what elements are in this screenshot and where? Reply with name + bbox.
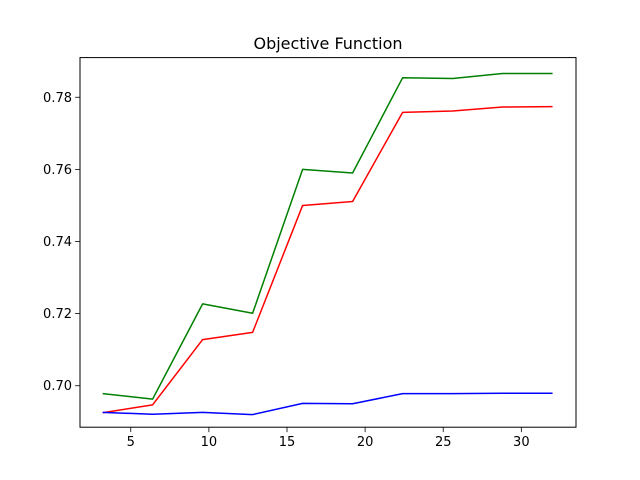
x-tick-label: 5 [127,435,135,450]
series-line-2 [102,105,553,414]
x-tick-label: 20 [357,435,374,450]
x-tick-label: 10 [201,435,218,450]
plot-frame [79,57,577,428]
x-tick-label: 30 [513,435,530,450]
y-tick-label: 0.78 [43,91,72,106]
series-line-1 [102,72,553,400]
y-tick-label: 0.72 [43,307,72,322]
x-tick-label: 15 [279,435,296,450]
axis-layer: 5 10 15 20 25 30 0.70 0.72 0.74 0.76 0.78 [43,91,530,450]
series-layer [102,72,553,416]
y-tick-label: 0.74 [43,235,72,250]
y-tick-label: 0.70 [43,379,72,394]
series-line-3 [102,392,553,416]
chart-title: Objective Function [253,34,402,53]
x-tick-label: 25 [435,435,452,450]
y-tick-label: 0.76 [43,163,72,178]
